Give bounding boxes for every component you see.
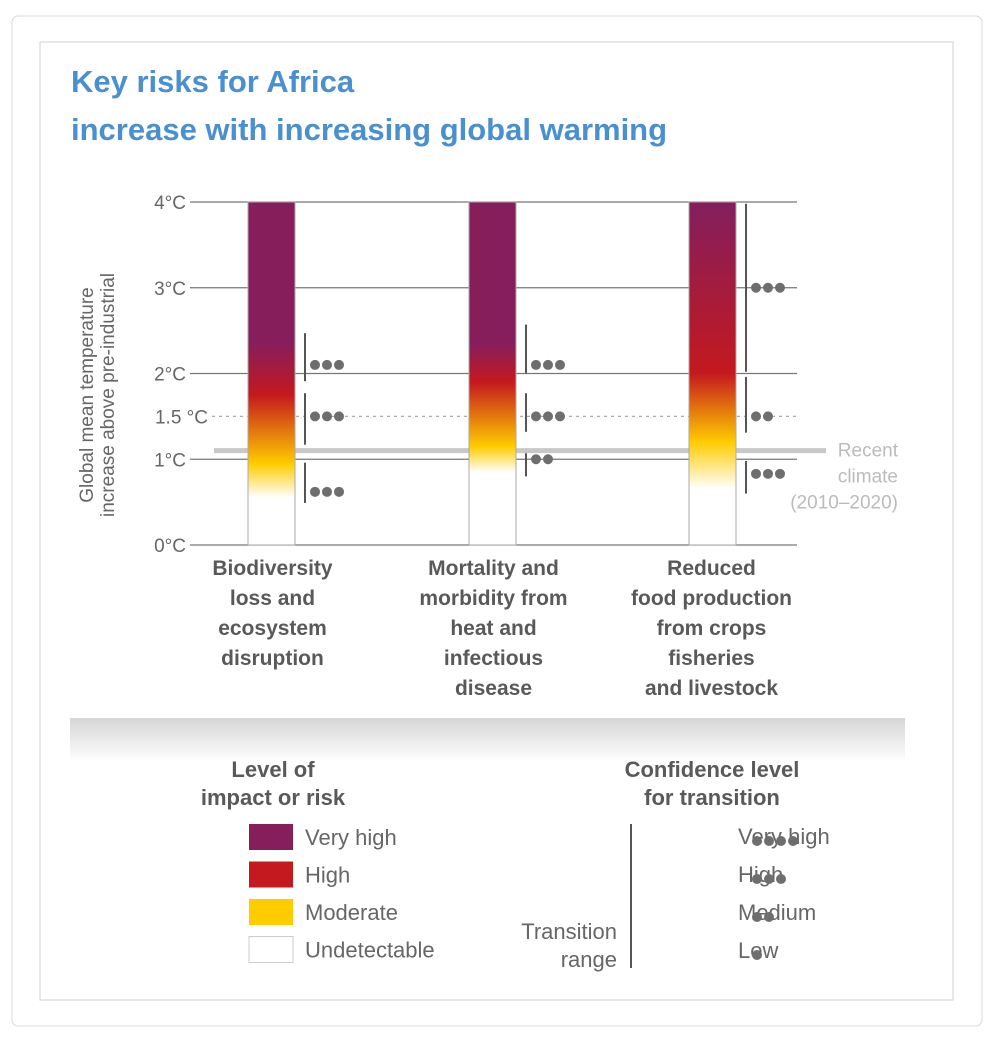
confidence-dot: [751, 411, 761, 422]
ember-label: and livestock: [645, 677, 778, 700]
confidence-dot: [543, 454, 553, 465]
confidence-dot: [763, 468, 773, 479]
divider-band: [70, 718, 905, 762]
legend-label: Very high: [305, 825, 397, 850]
confidence-dot: [763, 282, 773, 293]
y-axis-label: Global mean temperatureincrease above pr…: [77, 273, 119, 517]
title-line-1: Key risks for Africa: [71, 64, 355, 99]
ember-label: loss and: [230, 587, 315, 610]
legend-swatch-undetectable: [248, 936, 294, 963]
ember-label: heat and: [450, 617, 536, 640]
ember-bar: [688, 201, 737, 546]
confidence-dot: [775, 282, 785, 293]
confidence-dot: [531, 359, 541, 370]
legend-label: Undetectable: [305, 938, 435, 963]
transition-range-label: Transition: [521, 919, 617, 944]
confidence-dot: [752, 912, 762, 922]
confidence-title: Confidence level: [625, 757, 800, 782]
confidence-dot: [543, 359, 553, 370]
confidence-dot: [764, 874, 774, 884]
y-axis-label-line: increase above pre-industrial: [98, 273, 119, 517]
legend-title: impact or risk: [201, 785, 346, 810]
ember-label: fisheries: [668, 647, 754, 670]
confidence-dot: [334, 411, 344, 422]
legend-swatch-moderate: [249, 899, 293, 925]
y-tick-label: 1°C: [154, 450, 186, 471]
confidence-dot: [764, 912, 774, 922]
confidence-dot: [788, 836, 798, 846]
plot-area: Global mean temperatureincrease above pr…: [77, 193, 899, 700]
confidence-label: High: [738, 862, 783, 887]
ember-label: infectious: [444, 647, 543, 670]
confidence-dot: [752, 874, 762, 884]
y-tick-label: 3°C: [154, 279, 186, 300]
legend-swatch-very_high: [249, 824, 293, 850]
confidence-dot: [752, 950, 762, 960]
y-axis-label-line: Global mean temperature: [77, 287, 98, 502]
confidence-dot: [310, 411, 320, 422]
confidence-dot: [531, 454, 541, 465]
y-tick-label: 1.5 °C: [155, 407, 208, 428]
confidence-dot: [322, 411, 332, 422]
ember-label: Mortality and: [428, 557, 559, 580]
legend-title: Level of: [231, 757, 315, 782]
ember-label: morbidity from: [419, 587, 567, 610]
transition-range-label: range: [561, 947, 617, 972]
legend-swatch-high: [249, 861, 293, 888]
legend-label: High: [305, 863, 350, 888]
ember-label: Biodiversity: [212, 557, 333, 580]
confidence-dot: [776, 874, 786, 884]
ember-bar: [468, 201, 517, 546]
confidence-dot: [751, 282, 761, 293]
confidence-label: Very high: [738, 824, 830, 849]
confidence-dot: [334, 486, 344, 497]
confidence-dot: [764, 836, 774, 846]
confidence-dot: [531, 411, 541, 422]
y-tick-label: 4°C: [154, 193, 186, 214]
confidence-dot: [776, 836, 786, 846]
legend-label: Moderate: [305, 900, 398, 925]
recent-climate-label: (2010–2020): [790, 493, 898, 514]
recent-climate-label: climate: [838, 467, 898, 488]
confidence-dot: [763, 411, 773, 422]
ember-label: disease: [455, 677, 532, 700]
confidence-label: Medium: [738, 900, 816, 925]
ember-label: food production: [631, 587, 792, 610]
y-tick-label: 0°C: [154, 536, 186, 557]
y-tick-label: 2°C: [154, 365, 186, 386]
confidence-dot: [555, 359, 565, 370]
confidence-dot: [322, 359, 332, 370]
confidence-dot: [775, 468, 785, 479]
legend: Level of impact or risk Very high High Moder…: [201, 757, 830, 972]
confidence-dot: [322, 486, 332, 497]
ember-label: ecosystem: [218, 617, 327, 640]
confidence-dot: [310, 486, 320, 497]
ember-label: Reduced: [667, 557, 756, 580]
confidence-dot: [752, 836, 762, 846]
confidence-dot: [334, 359, 344, 370]
ember-label: from crops: [657, 617, 767, 640]
recent-climate-label: Recent: [838, 441, 899, 462]
title-line-2: increase with increasing global warming: [71, 112, 667, 147]
ember-label: disruption: [221, 647, 324, 670]
confidence-title: for transition: [644, 785, 780, 810]
confidence-dot: [543, 411, 553, 422]
confidence-dot: [751, 468, 761, 479]
confidence-dot: [310, 359, 320, 370]
confidence-dot: [555, 411, 565, 422]
ember-bar: [247, 201, 296, 546]
